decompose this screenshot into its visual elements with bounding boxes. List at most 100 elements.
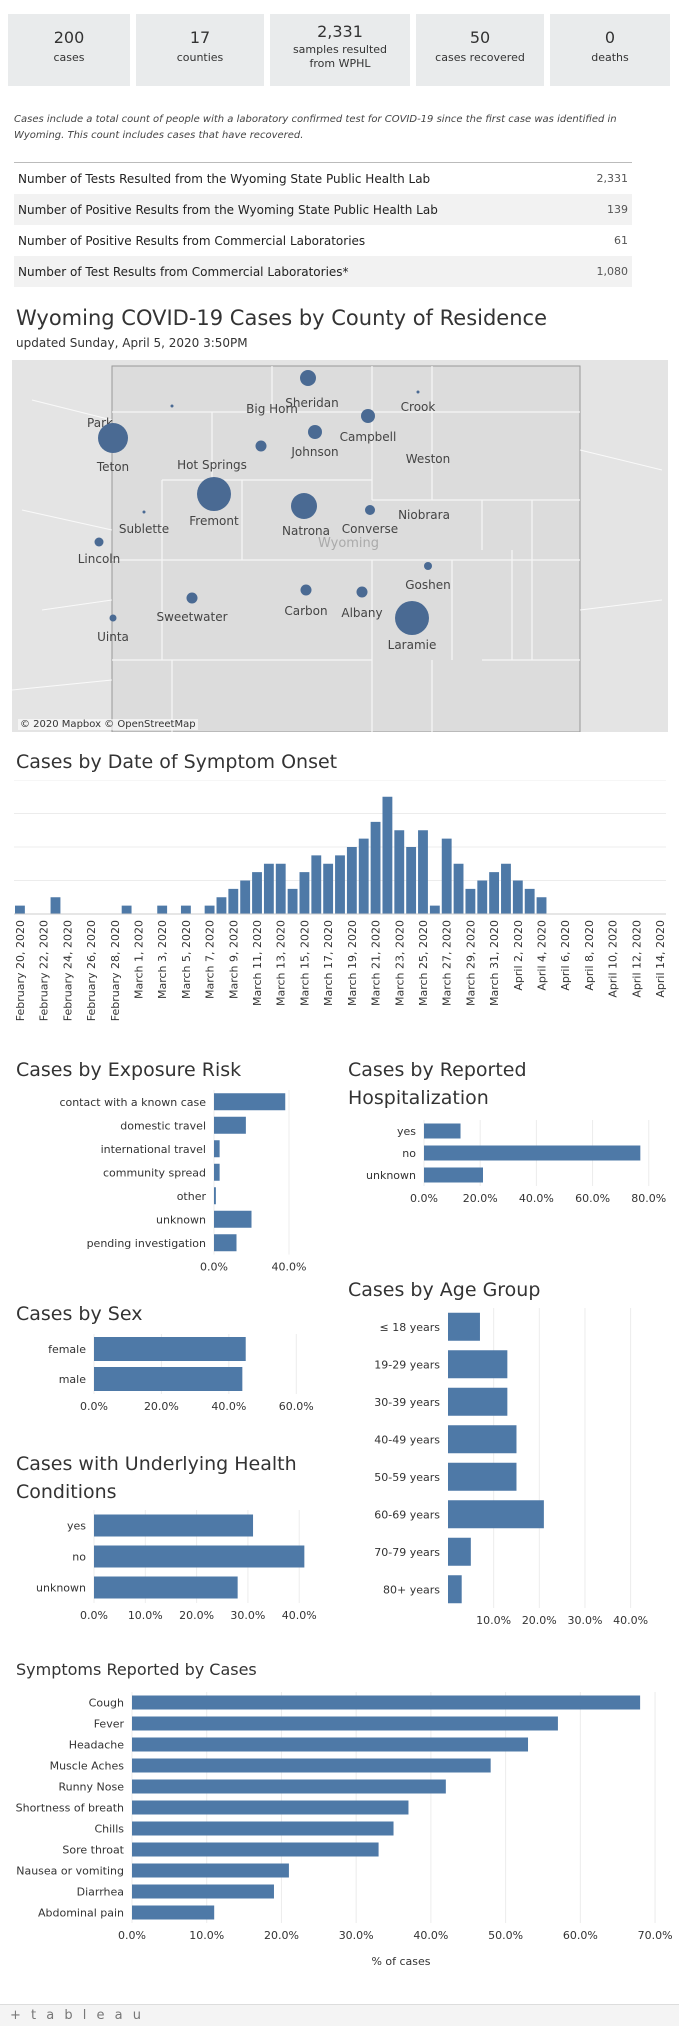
bar[interactable] xyxy=(214,1116,246,1134)
bar[interactable] xyxy=(214,1210,252,1228)
bar[interactable] xyxy=(346,847,357,914)
county-marker[interactable] xyxy=(142,510,146,514)
county-marker[interactable] xyxy=(98,423,128,453)
county-marker[interactable] xyxy=(109,614,117,622)
bar[interactable] xyxy=(489,872,500,914)
bar[interactable] xyxy=(252,872,262,914)
county-marker[interactable] xyxy=(356,586,368,598)
bar[interactable] xyxy=(287,888,298,914)
tableau-logo[interactable]: + t a b l e a u xyxy=(10,2008,144,2023)
county-marker[interactable] xyxy=(197,477,231,511)
bar[interactable] xyxy=(448,1425,517,1454)
bar[interactable] xyxy=(132,1737,529,1752)
bar[interactable] xyxy=(263,863,274,914)
bar[interactable] xyxy=(448,1537,471,1566)
bar[interactable] xyxy=(94,1576,238,1599)
bar[interactable] xyxy=(50,897,61,914)
bar[interactable] xyxy=(132,1758,491,1773)
bar[interactable] xyxy=(370,821,381,914)
county-marker[interactable] xyxy=(291,493,317,519)
county-marker[interactable] xyxy=(170,404,174,408)
bar[interactable] xyxy=(429,905,440,914)
county-marker[interactable] xyxy=(186,592,198,604)
bar[interactable] xyxy=(323,863,334,914)
stat-deaths: 0 deaths xyxy=(550,14,670,86)
bar[interactable] xyxy=(424,1123,461,1139)
bar[interactable] xyxy=(536,897,547,914)
bar[interactable] xyxy=(94,1367,243,1391)
bar[interactable] xyxy=(157,905,168,914)
bar[interactable] xyxy=(204,905,215,914)
county-marker[interactable] xyxy=(308,425,322,439)
bar[interactable] xyxy=(524,888,535,914)
bar[interactable] xyxy=(132,1863,289,1878)
county-marker[interactable] xyxy=(300,584,312,596)
bar[interactable] xyxy=(453,863,464,914)
tick-label: 40.0% xyxy=(413,1929,448,1942)
county-marker[interactable] xyxy=(300,370,316,386)
bar[interactable] xyxy=(132,1695,641,1710)
bar[interactable] xyxy=(448,1387,508,1416)
bar[interactable] xyxy=(94,1545,305,1568)
bar[interactable] xyxy=(132,1842,379,1857)
bar[interactable] xyxy=(448,1575,462,1604)
bar[interactable] xyxy=(448,1350,508,1379)
bar[interactable] xyxy=(132,1884,274,1899)
bar[interactable] xyxy=(132,1821,394,1836)
underlying-chart-title: Cases with Underlying Health Conditions xyxy=(16,1453,297,1503)
bar[interactable] xyxy=(132,1800,409,1815)
bar[interactable] xyxy=(132,1779,446,1794)
bar[interactable] xyxy=(441,838,452,914)
bar[interactable] xyxy=(424,1167,483,1183)
bar[interactable] xyxy=(448,1462,517,1491)
bar[interactable] xyxy=(94,1514,254,1537)
bar[interactable] xyxy=(214,1187,216,1205)
bar[interactable] xyxy=(214,1163,220,1181)
bar[interactable] xyxy=(406,847,417,914)
bar[interactable] xyxy=(512,880,523,915)
underlying-chart: yes no unknown 0.0% 10.0% 20.0% 30.0% 40.0% xyxy=(36,1510,317,1622)
bar[interactable] xyxy=(214,1140,220,1158)
bar[interactable] xyxy=(180,905,191,914)
tick-label: 20.0% xyxy=(522,1614,557,1627)
category-label: other xyxy=(177,1190,207,1203)
tick-label: February 28, 2020 xyxy=(109,920,122,1021)
bar[interactable] xyxy=(15,905,25,914)
bar[interactable] xyxy=(299,872,310,914)
tick-label: March 29, 2020 xyxy=(464,920,477,1006)
bar[interactable] xyxy=(501,863,511,914)
county-marker[interactable] xyxy=(255,440,267,452)
county-marker[interactable] xyxy=(361,409,375,423)
county-marker[interactable] xyxy=(395,601,429,635)
county-marker[interactable] xyxy=(94,537,104,547)
bar[interactable] xyxy=(132,1716,558,1731)
bar[interactable] xyxy=(228,888,239,914)
county-map[interactable]: Wyoming Park Big Horn Sheridan Crook Teton Ho… xyxy=(12,360,668,732)
bar[interactable] xyxy=(394,830,405,914)
bar[interactable] xyxy=(477,880,488,915)
bar[interactable] xyxy=(335,855,345,914)
county-label: Hot Springs xyxy=(177,458,247,472)
onset-chart-title: Cases by Date of Symptom Onset xyxy=(16,751,338,773)
bar[interactable] xyxy=(465,888,476,914)
county-marker[interactable] xyxy=(365,505,375,515)
bar[interactable] xyxy=(214,1093,286,1111)
bar[interactable] xyxy=(275,863,286,914)
county-marker[interactable] xyxy=(416,390,420,394)
tick-label: February 20, 2020 xyxy=(14,920,27,1021)
bar[interactable] xyxy=(358,838,369,914)
bar[interactable] xyxy=(418,830,428,914)
bar[interactable] xyxy=(382,796,393,914)
bar[interactable] xyxy=(448,1500,544,1529)
county-marker[interactable] xyxy=(424,562,432,570)
bar[interactable] xyxy=(448,1312,480,1341)
bar[interactable] xyxy=(311,855,322,914)
category-label: Sore throat xyxy=(62,1844,124,1857)
bar[interactable] xyxy=(132,1905,215,1920)
bar[interactable] xyxy=(214,1234,237,1252)
bar[interactable] xyxy=(94,1337,246,1361)
bar[interactable] xyxy=(121,905,132,914)
bar[interactable] xyxy=(424,1145,641,1161)
bar[interactable] xyxy=(240,880,251,915)
bar[interactable] xyxy=(216,897,227,914)
